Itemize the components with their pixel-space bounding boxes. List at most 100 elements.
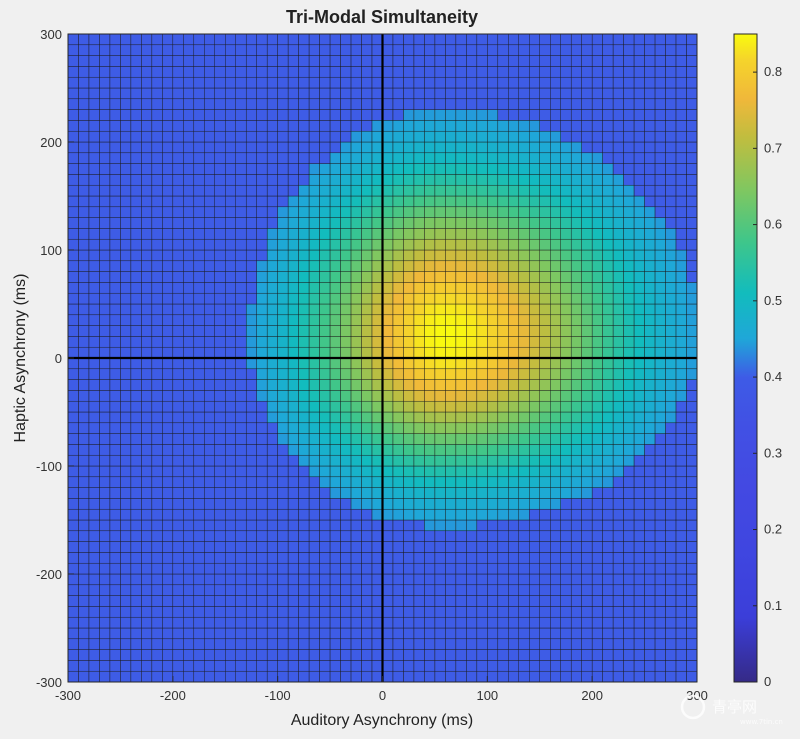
heatmap-cell [445, 184, 457, 197]
heatmap-cell [277, 498, 289, 510]
heatmap-cell [403, 584, 415, 596]
heatmap-cell [277, 249, 289, 262]
heatmap-cell [403, 411, 415, 424]
heatmap-cell [141, 595, 153, 607]
heatmap-cell [644, 649, 656, 661]
heatmap-cell [214, 44, 226, 56]
heatmap-cell [371, 508, 383, 521]
heatmap-cell [235, 476, 247, 488]
heatmap-cell [78, 163, 90, 175]
heatmap-cell [434, 174, 446, 186]
heatmap-cell [256, 627, 268, 640]
heatmap-cell [455, 433, 467, 445]
heatmap-cell [204, 552, 215, 564]
heatmap-cell [287, 163, 299, 175]
heatmap-cell [570, 562, 582, 575]
heatmap-cell [214, 638, 226, 650]
heatmap-cell [78, 465, 90, 478]
heatmap-cell [413, 87, 425, 100]
heatmap-cell [591, 120, 603, 132]
heatmap-cell [172, 282, 184, 294]
heatmap-cell [445, 66, 457, 78]
heatmap-cell [183, 55, 195, 67]
heatmap-cell [67, 638, 79, 650]
heatmap-cell [455, 249, 467, 262]
heatmap-cell [466, 660, 478, 672]
heatmap-cell [382, 660, 394, 672]
heatmap-cell [214, 249, 226, 262]
heatmap-cell [266, 195, 278, 208]
heatmap-cell [623, 627, 635, 640]
heatmap-cell [340, 519, 352, 532]
heatmap-cell [570, 184, 582, 197]
heatmap-cell [602, 152, 614, 164]
heatmap-cell [612, 33, 624, 46]
heatmap-cell [120, 660, 132, 672]
heatmap-cell [183, 130, 195, 143]
heatmap-cell [319, 508, 331, 521]
heatmap-cell [445, 206, 457, 218]
heatmap-cell [686, 649, 698, 661]
heatmap-cell [350, 314, 362, 326]
heatmap-cell [193, 55, 205, 67]
heatmap-cell [445, 195, 457, 208]
heatmap-cell [665, 109, 677, 121]
heatmap-cell [225, 120, 236, 132]
heatmap-cell [403, 476, 415, 488]
heatmap-cell [130, 163, 142, 175]
heatmap-cell [204, 87, 215, 100]
heatmap-cell [204, 195, 215, 208]
heatmap-cell [308, 465, 320, 478]
heatmap-cell [361, 228, 373, 240]
heatmap-cell [424, 519, 436, 532]
heatmap-cell [612, 184, 624, 197]
heatmap-cell [109, 411, 121, 424]
heatmap-cell [361, 260, 373, 272]
colorbar-tick-label: 0.7 [764, 140, 782, 155]
heatmap-cell [172, 152, 184, 164]
heatmap-cell [141, 346, 153, 359]
heatmap-cell [78, 271, 90, 283]
heatmap-cell [623, 228, 635, 240]
heatmap-cell [581, 411, 593, 424]
heatmap-cell [141, 336, 153, 348]
heatmap-cell [141, 98, 153, 110]
heatmap-cell [67, 163, 79, 175]
heatmap-cell [445, 357, 457, 370]
x-tick-label: -200 [160, 688, 186, 703]
heatmap-cell [508, 660, 520, 672]
heatmap-cell [455, 444, 467, 456]
heatmap-cell [245, 519, 257, 532]
heatmap-cell [287, 130, 299, 143]
heatmap-cell [382, 44, 394, 56]
heatmap-cell [245, 174, 257, 186]
heatmap-cell [612, 141, 624, 154]
heatmap-cell [214, 530, 226, 542]
heatmap-cell [88, 660, 100, 672]
heatmap-cell [497, 55, 509, 67]
heatmap-cell [204, 325, 215, 337]
heatmap-cell [602, 33, 614, 46]
heatmap-cell [476, 174, 488, 186]
heatmap-cell [508, 260, 520, 272]
heatmap-cell [413, 238, 425, 251]
heatmap-cell [591, 552, 603, 564]
heatmap-cell [424, 346, 436, 359]
heatmap-cell [487, 152, 499, 164]
heatmap-cell [78, 130, 90, 143]
heatmap-cell [675, 573, 687, 586]
heatmap-cell [487, 120, 499, 132]
heatmap-cell [633, 595, 645, 607]
heatmap-cell [319, 390, 331, 402]
heatmap-cell [570, 573, 582, 586]
heatmap-cell [612, 595, 624, 607]
heatmap-cell [413, 130, 425, 143]
heatmap-cell [497, 152, 509, 164]
heatmap-cell [612, 541, 624, 553]
heatmap-cell [654, 282, 666, 294]
heatmap-cell [287, 120, 299, 132]
heatmap-cell [602, 184, 614, 197]
heatmap-cell [455, 33, 467, 46]
heatmap-cell [413, 282, 425, 294]
heatmap-cell [235, 271, 247, 283]
